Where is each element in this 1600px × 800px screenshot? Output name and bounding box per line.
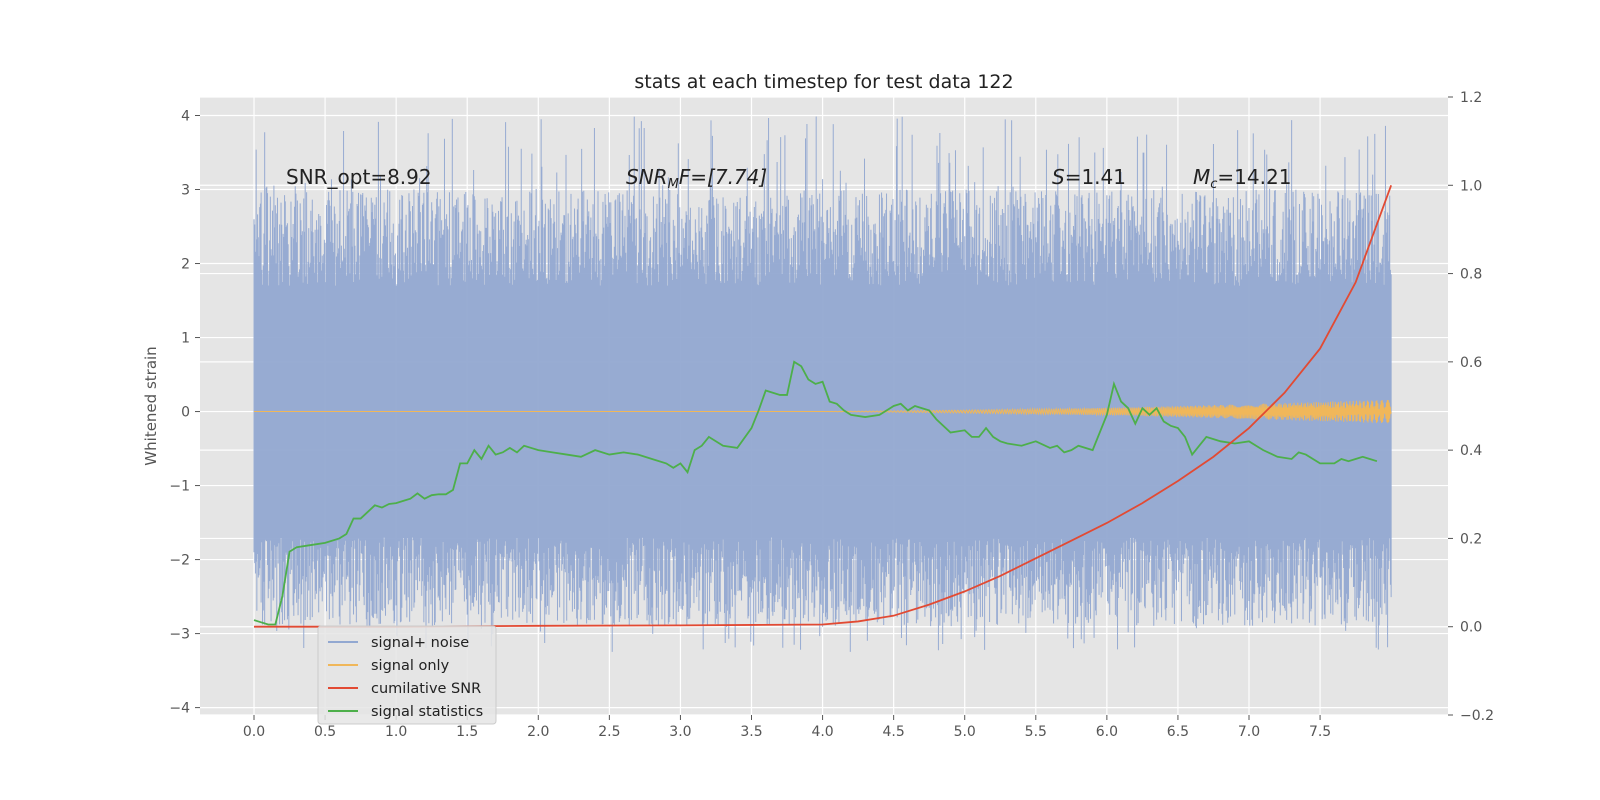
x-tick-label: 6.5 bbox=[1167, 724, 1189, 740]
y-tick-label: 0 bbox=[181, 405, 190, 421]
x-tick-label: 7.0 bbox=[1238, 724, 1260, 740]
y2-tick-label: 0.6 bbox=[1460, 355, 1482, 371]
y-tick-label: −3 bbox=[169, 627, 190, 643]
line-series bbox=[253, 184, 1392, 628]
x-tick-label: 1.0 bbox=[385, 724, 407, 740]
annotation-snr-mf-prefix: SNR bbox=[626, 165, 668, 189]
y-tick-label: −4 bbox=[169, 701, 190, 717]
x-tick-label: 1.5 bbox=[456, 724, 478, 740]
y2-tick-label: 0.8 bbox=[1460, 267, 1482, 283]
signal-only-line bbox=[254, 400, 1392, 424]
y2-tick-label: 0.2 bbox=[1460, 531, 1482, 547]
legend-label-cum-snr: cumilative SNR bbox=[371, 681, 481, 697]
x-tick-label: 0.5 bbox=[314, 724, 336, 740]
y-tick-label: 3 bbox=[181, 183, 190, 199]
x-tick-label: 5.0 bbox=[954, 724, 976, 740]
chart-title: stats at each timestep for test data 122 bbox=[634, 71, 1013, 93]
cumulative-snr-line bbox=[254, 184, 1392, 628]
y-tick-label: −2 bbox=[169, 553, 190, 569]
x-tick-label: 0.0 bbox=[243, 724, 265, 740]
annotation-snr-opt: SNR_opt=8.92 bbox=[286, 165, 432, 189]
y-tick-label: 1 bbox=[181, 331, 190, 347]
legend-box bbox=[317, 625, 497, 725]
y2-tick-label: −0.2 bbox=[1460, 708, 1494, 724]
x-tick-label: 2.0 bbox=[527, 724, 549, 740]
x-tick-label: 6.0 bbox=[1096, 724, 1118, 740]
annotation-snr-mf-rest: F=[7.74] bbox=[679, 165, 767, 189]
annotation-mc-value: =14.21 bbox=[1217, 165, 1291, 189]
annotation-s-var: S bbox=[1052, 165, 1065, 189]
annotation-s: S=1.41 bbox=[1052, 165, 1126, 189]
annotation-mc: Mc=14.21 bbox=[1193, 165, 1291, 192]
x-tick-label: 3.0 bbox=[669, 724, 691, 740]
axis-ticks: 0.0 0.5 1.0 1.5 2.0 2.5 3.0 3.5 4.0 4.5 5.0 5.5 6.0 6… bbox=[169, 90, 1494, 740]
y2-tick-label: 0.4 bbox=[1460, 443, 1482, 459]
x-tick-label: 4.5 bbox=[883, 724, 905, 740]
legend: signal+ noise signal only cumilative SNR… bbox=[317, 625, 497, 725]
x-tick-label: 3.5 bbox=[740, 724, 762, 740]
signal-statistics-line bbox=[253, 360, 1378, 626]
legend-label-stats: signal statistics bbox=[371, 704, 483, 720]
y2-tick-label: 0.0 bbox=[1460, 620, 1482, 636]
signal-series bbox=[254, 400, 1392, 424]
x-tick-label: 5.5 bbox=[1025, 724, 1047, 740]
annotation-snr-mf: SNRMF=[7.74] bbox=[626, 165, 767, 192]
annotation-snr-mf-sub: M bbox=[668, 177, 679, 192]
legend-label-signal: signal only bbox=[371, 658, 450, 674]
y-tick-label: 4 bbox=[181, 109, 190, 125]
legend-label-noise: signal+ noise bbox=[371, 635, 469, 651]
y-tick-label: 2 bbox=[181, 257, 190, 273]
annotation-mc-var: M bbox=[1193, 165, 1210, 189]
y2-tick-label: 1.2 bbox=[1460, 90, 1482, 106]
y2-tick-label: 1.0 bbox=[1460, 178, 1482, 194]
x-tick-label: 2.5 bbox=[598, 724, 620, 740]
annotation-s-value: =1.41 bbox=[1065, 165, 1126, 189]
annotation-mc-sub: c bbox=[1210, 177, 1217, 192]
y-tick-label: −1 bbox=[169, 479, 190, 495]
x-tick-label: 4.0 bbox=[811, 724, 833, 740]
y-axis-label: Whitened strain bbox=[142, 346, 160, 465]
x-tick-label: 7.5 bbox=[1309, 724, 1331, 740]
